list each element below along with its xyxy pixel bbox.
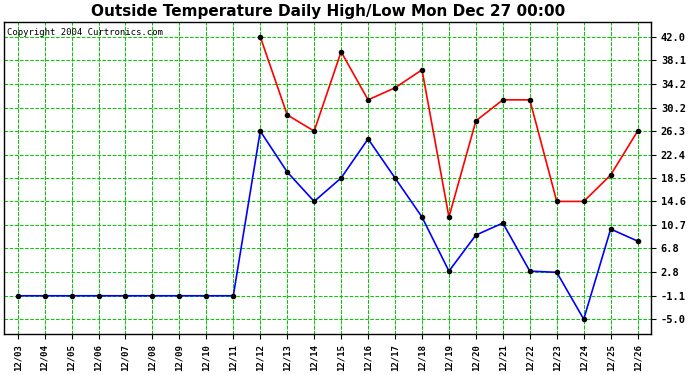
Title: Outside Temperature Daily High/Low Mon Dec 27 00:00: Outside Temperature Daily High/Low Mon D… (90, 4, 564, 19)
Text: Copyright 2004 Curtronics.com: Copyright 2004 Curtronics.com (8, 28, 164, 37)
